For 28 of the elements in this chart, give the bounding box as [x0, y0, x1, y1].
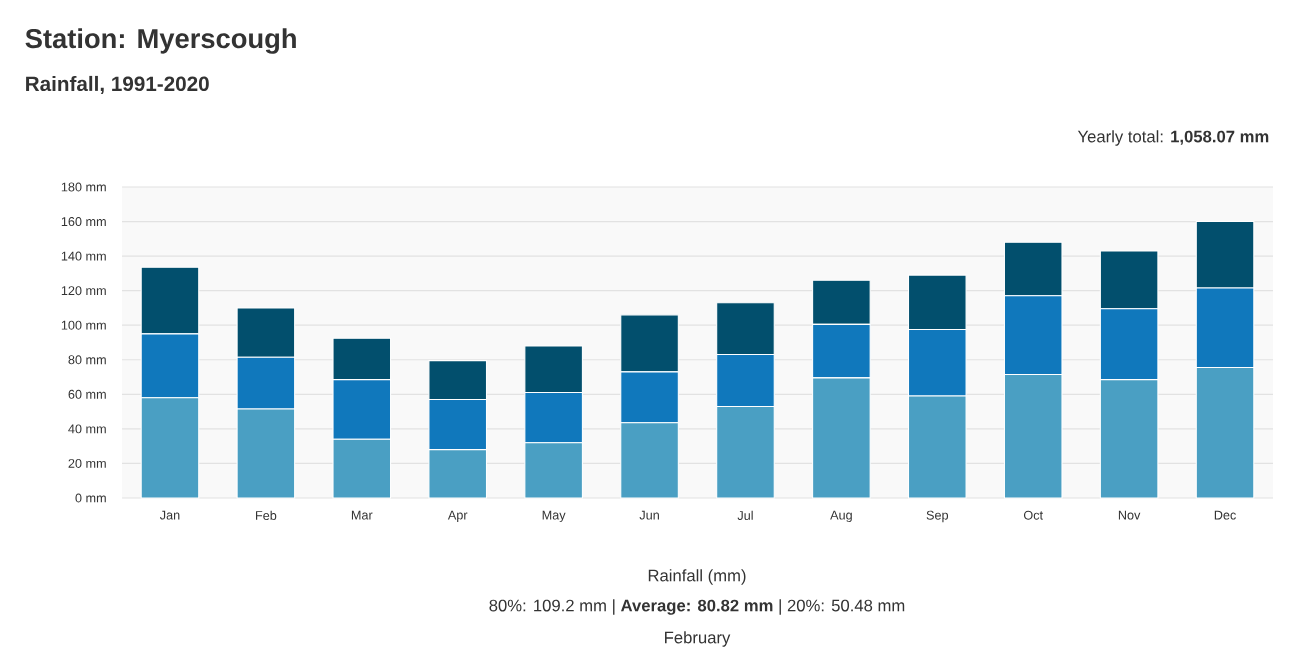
x-tick-label: Jan — [159, 510, 180, 520]
x-tick-label: Dec — [1214, 510, 1236, 520]
x-tick-label: Mar — [351, 510, 373, 520]
y-tick-label: 40 mm — [68, 424, 106, 434]
text: Yearly total: 1,058.07 mm — [1077, 130, 1269, 146]
y-tick-label: 20 mm — [68, 458, 106, 468]
chart-title: Station: Myerscough — [25, 28, 296, 54]
chart-subtitle: Rainfall, 1991-2020 — [26, 75, 209, 95]
y-tick-label: 0 mm — [75, 493, 106, 503]
y-tick-label: 80 mm — [68, 355, 106, 365]
x-tick-label: Feb — [256, 510, 277, 520]
y-tick-label: 100 mm — [61, 320, 106, 330]
x-tick-label: Apr — [447, 510, 468, 523]
y-tick-label: 160 mm — [61, 217, 106, 227]
x-tick-label: Aug — [830, 510, 852, 523]
y-tick-label: 120 mm — [61, 286, 106, 296]
text: February — [665, 631, 731, 647]
x-tick-label: Jun — [639, 510, 659, 520]
x-tick-label: Sep — [926, 510, 949, 523]
x-tick-label: Jul — [737, 510, 753, 520]
y-tick-label: 180 mm — [61, 182, 106, 192]
y-tick-label: 60 mm — [68, 389, 106, 399]
text: 80%: 109.2 mm | Average: 80.82 mm | 20%: 50.48 mm — [489, 599, 905, 615]
x-axis-title: Rainfall (mm) — [648, 569, 746, 585]
x-tick-label: Nov — [1118, 510, 1141, 520]
x-tick-label: May — [542, 510, 566, 523]
x-tick-label: Oct — [1023, 510, 1043, 520]
y-tick-label: 140 mm — [61, 251, 106, 261]
